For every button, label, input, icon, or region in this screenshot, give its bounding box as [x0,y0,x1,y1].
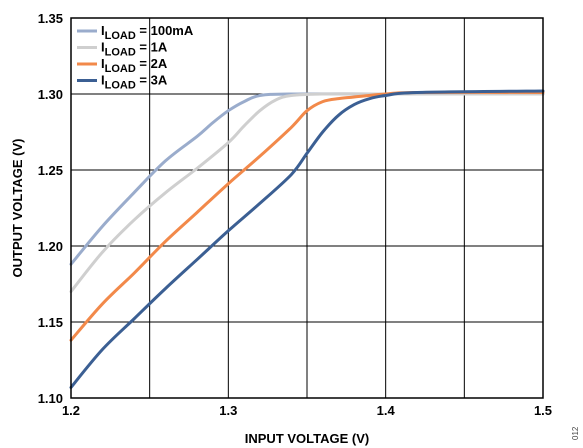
y-tick-label: 1.15 [38,315,63,330]
data-series [69,89,545,389]
y-tick-label: 1.10 [38,391,63,406]
y-tick-label: 1.25 [38,163,63,178]
plot-frame [70,17,544,399]
x-tick-labels: 1.2 1.3 1.4 1.5 [62,403,552,418]
series-line-1 [69,92,545,294]
y-tick-label: 1.20 [38,239,63,254]
series-line-3 [69,89,545,389]
y-tick-label: 1.35 [38,11,63,26]
x-tick-label: 1.5 [534,403,552,418]
x-tick-label: 1.4 [377,403,396,418]
y-axis-title: OUTPUT VOLTAGE (V) [10,139,25,278]
y-tick-label: 1.30 [38,87,63,102]
figure-id: 012 [571,426,580,440]
y-tick-labels: 1.10 1.15 1.20 1.25 1.30 1.35 [38,11,63,406]
x-tick-label: 1.3 [219,403,237,418]
gridlines [71,18,543,398]
x-tick-label: 1.2 [62,403,80,418]
x-axis-title: INPUT VOLTAGE (V) [245,431,369,446]
